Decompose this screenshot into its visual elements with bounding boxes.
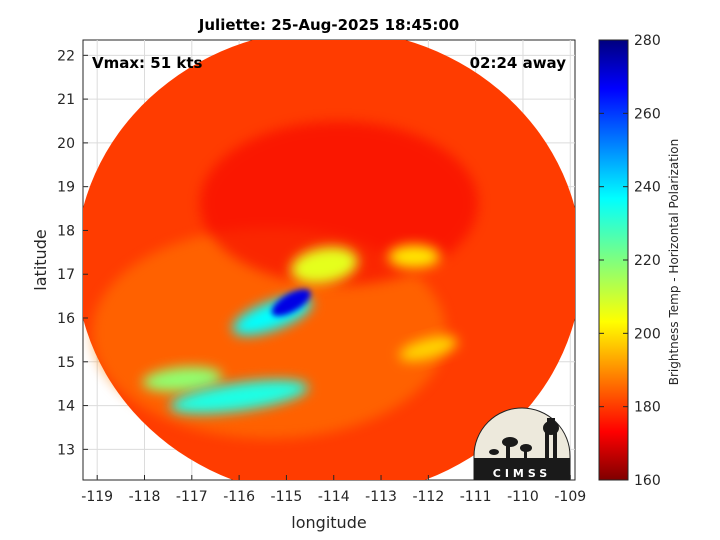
x-tick-label: -112 [412, 489, 444, 505]
x-tick-label: -109 [554, 489, 586, 505]
feature-south-band-outer [142, 366, 223, 392]
y-tick-label: 18 [57, 223, 75, 239]
y-tick-label: 20 [57, 136, 75, 152]
chart-title: Juliette: 25-Aug-2025 18:45:00 [198, 16, 459, 34]
vmax-annotation: Vmax: 51 kts [92, 54, 202, 72]
colorbar-tick-label: 200 [634, 326, 661, 342]
y-tick-label: 15 [57, 355, 75, 371]
y-tick-label: 21 [57, 92, 75, 108]
colorbar-tick-label: 260 [634, 106, 661, 122]
colorbar-tick-label: 220 [634, 253, 661, 269]
feature-south-band [169, 379, 309, 414]
colorbar-tick-label: 240 [634, 180, 661, 196]
x-tick-label: -116 [223, 489, 255, 505]
colorbar-ticks: 160 180 200 220 240 260 280 [599, 33, 661, 489]
y-tick-label: 13 [57, 442, 75, 458]
y-tick-label: 16 [57, 311, 75, 327]
y-ticks: 13 14 15 16 17 18 19 20 21 22 [57, 48, 88, 458]
colorbar-tick-label: 280 [634, 33, 661, 49]
y-tick-label: 22 [57, 48, 75, 64]
x-tick-label: -115 [271, 489, 303, 505]
feature-eyewall-north [290, 246, 358, 285]
features [142, 244, 458, 414]
y-tick-label: 14 [57, 399, 75, 415]
colorbar-tick-label: 160 [634, 473, 661, 489]
y-tick-label: 19 [57, 180, 75, 196]
x-ticks: -119 -118 -117 -116 -115 -114 -113 -112 -111 -110… [81, 475, 586, 505]
colorbar-label: Brightness Temp - Horizontal Polarizatio… [667, 139, 681, 386]
feature-east-cells [388, 244, 441, 269]
x-tick-label: -111 [460, 489, 492, 505]
x-tick-label: -110 [507, 489, 539, 505]
colorbar-tick-label: 180 [634, 400, 661, 416]
y-axis-label: latitude [31, 229, 50, 290]
feature-southeast-cells [399, 336, 458, 362]
feature-core [271, 289, 311, 317]
x-tick-label: -119 [81, 489, 113, 505]
time-away-annotation: 02:24 away [470, 54, 567, 72]
x-tick-label: -114 [318, 489, 350, 505]
swath-shading [199, 121, 479, 286]
x-tick-label: -117 [176, 489, 208, 505]
cimss-logo: CIMSS [473, 407, 571, 481]
y-tick-label: 17 [57, 267, 75, 283]
x-axis-label: longitude [291, 513, 366, 532]
x-tick-label: -113 [365, 489, 397, 505]
logo-text: CIMSS [493, 467, 551, 480]
x-tick-label: -118 [129, 489, 161, 505]
